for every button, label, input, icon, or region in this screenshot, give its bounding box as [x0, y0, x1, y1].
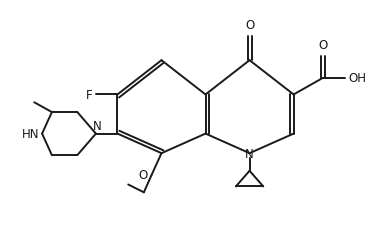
Text: F: F	[86, 88, 93, 101]
Text: N: N	[245, 147, 254, 160]
Text: N: N	[92, 119, 101, 132]
Text: HN: HN	[22, 128, 39, 140]
Text: O: O	[138, 168, 148, 181]
Text: O: O	[318, 39, 328, 52]
Text: OH: OH	[348, 72, 367, 85]
Text: O: O	[245, 19, 254, 32]
